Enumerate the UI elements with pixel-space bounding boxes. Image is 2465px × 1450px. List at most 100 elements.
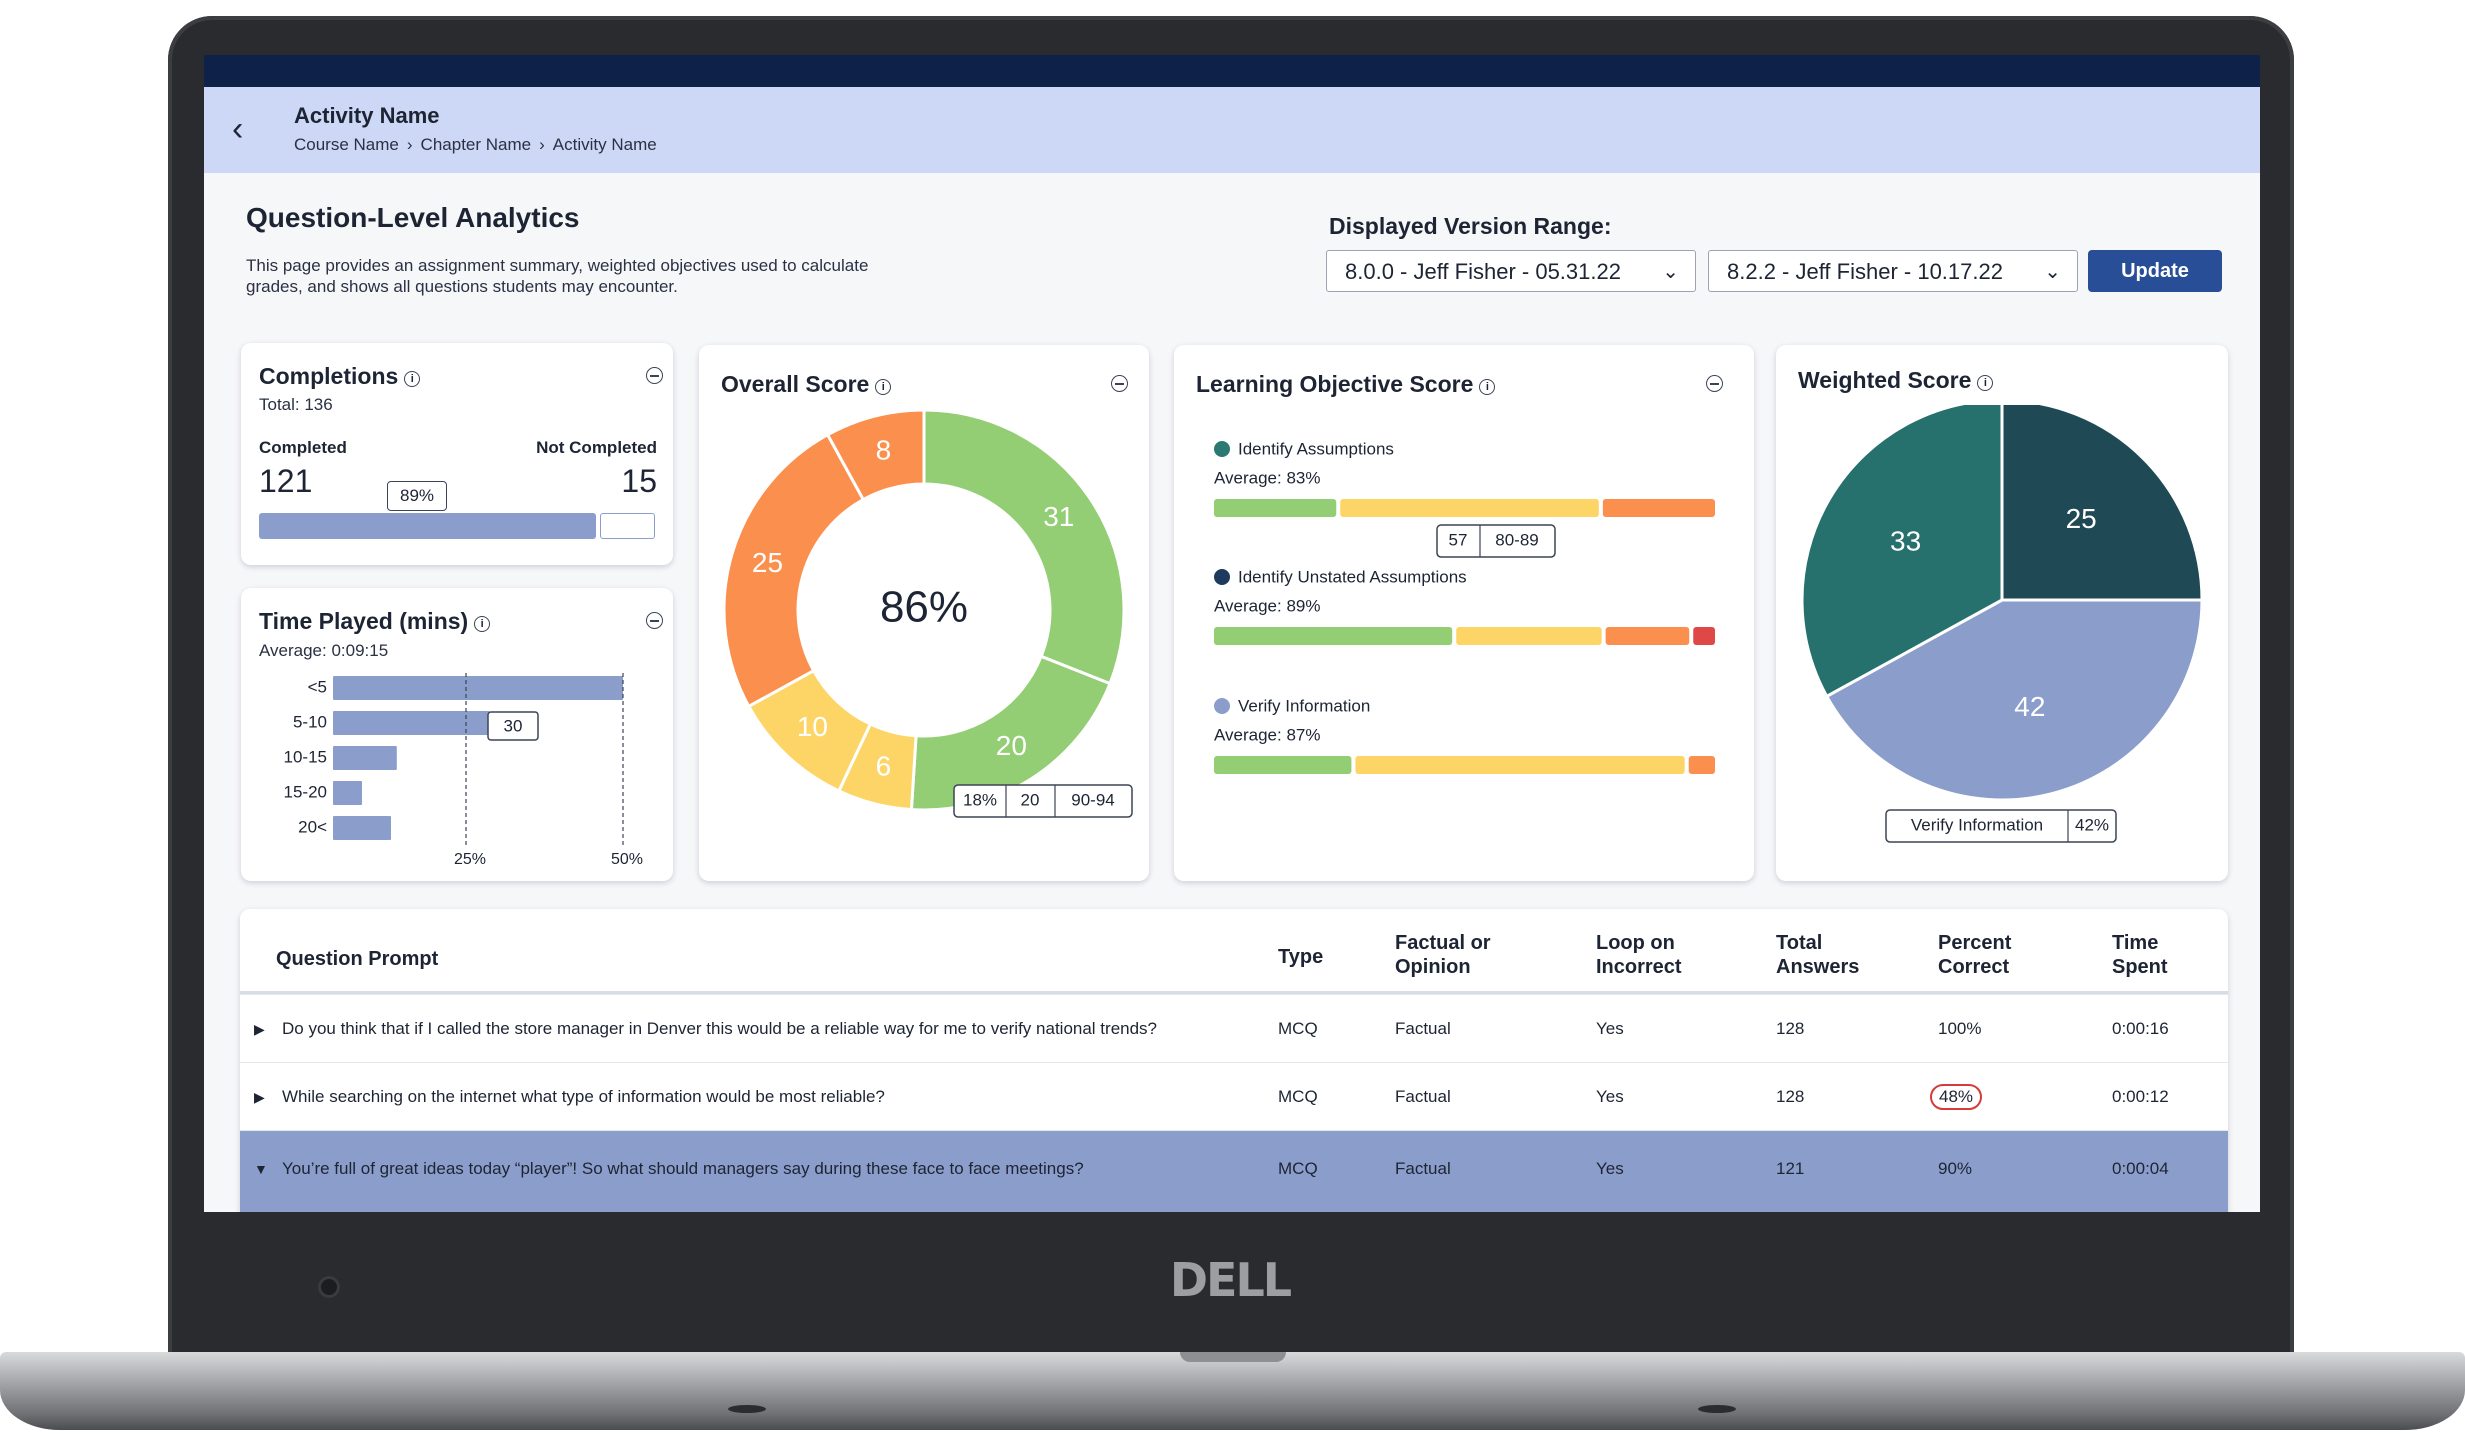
overall-tooltip: 18% 20 90-94 (953, 784, 1133, 818)
donut-slice-label: 10 (797, 711, 828, 742)
row-loop: Yes (1596, 1159, 1624, 1178)
row-time: 0:00:04 (2112, 1159, 2169, 1178)
completed-label: Completed (259, 438, 347, 457)
table-row-selected[interactable]: ▼ You’re full of great ideas today “play… (240, 1130, 2228, 1212)
row-type: MCQ (1278, 1087, 1318, 1106)
expand-triangle-icon[interactable]: ▶ (254, 1089, 265, 1105)
info-icon[interactable]: i (404, 371, 421, 387)
info-icon[interactable]: i (1479, 379, 1496, 395)
objective-legend-dot (1214, 441, 1230, 457)
donut-slice-label: 20 (996, 730, 1027, 761)
back-arrow-icon[interactable]: ‹ (232, 110, 244, 148)
col-header-total[interactable]: Total Answers (1776, 932, 1860, 978)
row-total: 121 (1776, 1159, 1805, 1178)
row-percent: 48% (1930, 1063, 1983, 1131)
dell-logo: DELL (1169, 1253, 1292, 1307)
not-completed-count: 15 (621, 463, 657, 499)
breadcrumb-chapter[interactable]: Chapter Name (420, 135, 532, 154)
row-percent: 100% (1938, 1019, 1982, 1038)
objective-segment (1214, 756, 1352, 774)
collapse-triangle-icon[interactable]: ▼ (254, 1161, 268, 1177)
objective-row: Verify Information Average: 87% (1214, 696, 1715, 774)
weighted-score-pie: 25 42 33 Verify Information 42% (1800, 405, 2204, 843)
time-bar-label: <5 (308, 677, 327, 696)
objective-average: Average: 89% (1214, 596, 1320, 615)
time-bar-label: 5-10 (293, 712, 327, 731)
learning-objective-title: Learning Objective Score i (1196, 371, 1496, 398)
donut-slices: 31 20 6 10 25 8 (722, 408, 1126, 812)
row-total: 128 (1776, 1019, 1805, 1038)
breadcrumb-course[interactable]: Course Name (294, 135, 399, 154)
laptop-notch (1180, 1352, 1286, 1362)
time-bar (333, 816, 391, 840)
update-button[interactable]: Update (2088, 250, 2222, 292)
version-to-select[interactable]: 8.2.2 - Jeff Fisher - 10.17.22 ⌄ (1708, 250, 2078, 292)
collapse-icon[interactable] (646, 367, 663, 384)
info-icon[interactable]: i (474, 616, 491, 632)
page-description: This page provides an assignment summary… (246, 256, 869, 296)
breadcrumb-activity[interactable]: Activity Name (552, 135, 657, 154)
table-row[interactable]: ▶ Do you think that if I called the stor… (240, 994, 2228, 1063)
donut-slice (722, 432, 866, 709)
objective-segment (1355, 756, 1685, 774)
time-tooltip-value: 30 (504, 716, 523, 735)
donut-slice-label: 6 (876, 750, 892, 781)
col-header-percent[interactable]: Percent Correct (1938, 932, 2012, 978)
donut-slice (922, 408, 1126, 686)
row-factual: Factual (1395, 1159, 1451, 1178)
col-header-prompt[interactable]: Question Prompt (276, 948, 439, 970)
laptop-foot (728, 1405, 766, 1413)
questions-table: Question Prompt Type Factual or Opinion L… (240, 909, 2228, 1212)
objective-tooltip-count: 57 (1449, 530, 1468, 549)
col-header-type[interactable]: Type (1278, 946, 1324, 968)
row-prompt: Do you think that if I called the store … (282, 1019, 1158, 1038)
col-header-loop[interactable]: Loop on Incorrect (1596, 932, 1682, 978)
breadcrumb: Course Name › Chapter Name › Activity Na… (294, 135, 657, 155)
objective-segment (1214, 499, 1337, 517)
objective-segment (1602, 499, 1715, 517)
completion-progress-remaining (600, 513, 655, 539)
laptop-foot (1698, 1405, 1736, 1413)
objective-legend-dot (1214, 569, 1230, 585)
info-icon[interactable]: i (875, 379, 892, 395)
collapse-icon[interactable] (1706, 375, 1723, 392)
pie-slice (2000, 405, 2204, 602)
webcam-icon (318, 1276, 340, 1298)
activity-header: ‹ Activity Name Course Name › Chapter Na… (204, 87, 2260, 173)
weighted-tooltip-percent: 42% (2075, 815, 2109, 834)
table-row[interactable]: ▶ While searching on the internet what t… (240, 1062, 2228, 1131)
row-percent: 90% (1938, 1159, 1973, 1178)
objective-name: Identify Assumptions (1238, 439, 1394, 458)
time-bar (333, 746, 397, 770)
pie-slices: 25 42 33 (1800, 405, 2204, 802)
weighted-tooltip-name: Verify Information (1911, 815, 2043, 834)
laptop-base (0, 1352, 2465, 1430)
screen: ‹ Activity Name Course Name › Chapter Na… (204, 55, 2260, 1212)
time-bar-label: 10-15 (284, 747, 327, 766)
time-tooltip-box (487, 711, 539, 741)
weighted-tooltip-box (1885, 809, 2117, 843)
row-loop: Yes (1596, 1087, 1624, 1106)
collapse-icon[interactable] (646, 612, 663, 629)
objective-row: Identify Unstated Assumptions Average: 89… (1214, 567, 1715, 645)
donut-slice-label: 8 (876, 435, 892, 466)
overall-tooltip-box (953, 784, 1133, 818)
overall-score-card: Overall Score i 31 20 6 10 25 8 86% 18% 20 90-94 (699, 345, 1149, 881)
objective-segment (1693, 627, 1715, 645)
pie-slice-label: 42 (2014, 691, 2045, 722)
col-header-time[interactable]: Time Spent (2112, 932, 2168, 978)
row-prompt: You’re full of great ideas today “player… (282, 1159, 1084, 1178)
collapse-icon[interactable] (1111, 375, 1128, 392)
completion-percent-tooltip: 89% (387, 481, 447, 511)
overall-score-center: 86% (880, 583, 968, 632)
overall-tooltip-count: 20 (1021, 790, 1040, 809)
info-icon[interactable]: i (1977, 375, 1994, 391)
weighted-tooltip: Verify Information 42% (1885, 809, 2117, 843)
col-header-factual[interactable]: Factual or Opinion (1395, 932, 1491, 978)
time-bar (333, 781, 362, 805)
objective-segment (1214, 627, 1453, 645)
expand-triangle-icon[interactable]: ▶ (254, 1021, 265, 1037)
version-from-select[interactable]: 8.0.0 - Jeff Fisher - 05.31.22 ⌄ (1326, 250, 1696, 292)
learning-objective-card: Learning Objective Score i Identify Assum… (1174, 345, 1754, 881)
overall-score-title: Overall Score i (721, 371, 892, 398)
